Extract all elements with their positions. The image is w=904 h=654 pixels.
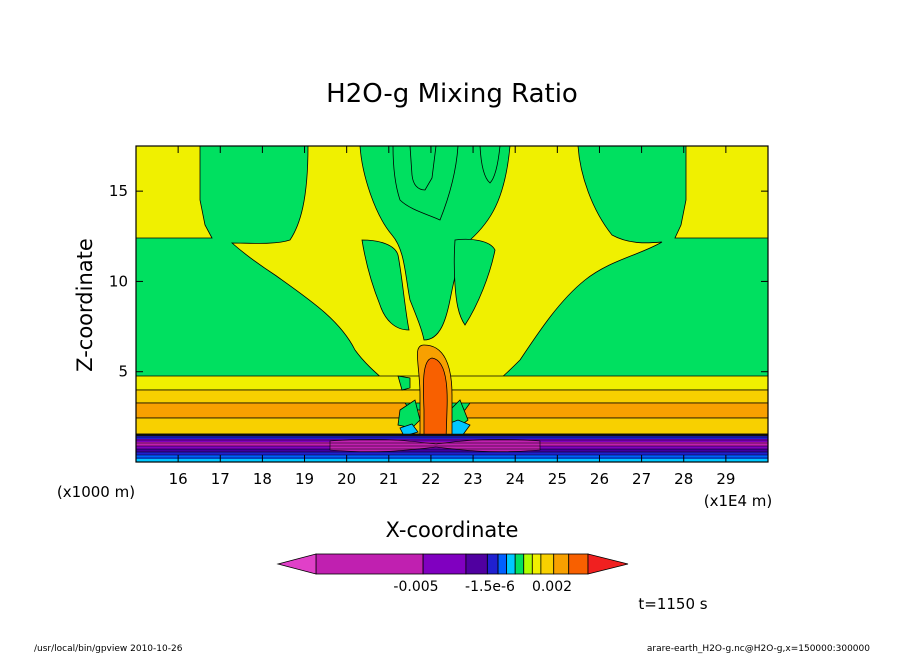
colorbar-tick-label: -0.005 <box>393 579 438 595</box>
surface-stripe-4 <box>136 449 768 452</box>
contour-regions <box>136 146 768 462</box>
x-tick-label: 23 <box>464 470 483 488</box>
x-tick-label: 25 <box>548 470 567 488</box>
x-tick-label: 20 <box>337 470 356 488</box>
y-tick-label: 10 <box>109 272 128 290</box>
patch-cyan-left <box>399 423 419 437</box>
colorbar-swatch <box>486 553 499 575</box>
surface-stripe-1 <box>136 439 768 442</box>
x-tick-label: 21 <box>379 470 398 488</box>
x-tick-label: 27 <box>632 470 651 488</box>
colorbar-swatch <box>465 553 488 575</box>
contour-field <box>136 146 768 462</box>
x-unit-label: (x1E4 m) <box>704 492 773 510</box>
x-tick-label: 29 <box>716 470 735 488</box>
colorbar-swatch <box>422 553 467 575</box>
y-tick-label: 15 <box>109 182 128 200</box>
core-inner <box>423 357 448 441</box>
x-axis-label: X-coordinate <box>386 518 519 542</box>
band-yellow <box>136 375 768 391</box>
x-tick-label: 24 <box>506 470 525 488</box>
x-tick-label: 22 <box>421 470 440 488</box>
patch-green-left <box>397 399 421 429</box>
chart-title: H2O-g Mixing Ratio <box>326 79 578 109</box>
surface-stripe-7 <box>136 459 768 462</box>
time-label: t=1150 s <box>638 595 707 613</box>
x-axis: 16 17 18 19 20 21 22 23 24 25 26 27 28 29 <box>169 146 735 488</box>
colorbar-swatch <box>315 553 424 575</box>
x-tick-label: 26 <box>590 470 609 488</box>
plume-gap-left <box>361 239 410 331</box>
y-axis: 5 10 15 <box>109 182 768 381</box>
x-tick-label: 17 <box>211 470 230 488</box>
colorbar-swatch <box>531 553 542 575</box>
plume-gap-mid <box>453 238 496 326</box>
upper-left-region <box>136 146 213 239</box>
colorbar-swatch <box>540 553 555 575</box>
colorbar: -0.005 -1.5e-6 0.002 <box>276 553 629 595</box>
colorbar-tick-label: -1.5e-6 <box>465 579 515 595</box>
colorbar-swatch <box>523 553 533 575</box>
x-tick-label: 19 <box>295 470 314 488</box>
upper-right-region <box>674 146 768 239</box>
colorbar-tick-label: 0.002 <box>532 579 572 595</box>
colorbar-swatch <box>497 553 508 575</box>
plot-frame <box>135 145 769 463</box>
colorbar-arrow-right <box>587 553 629 575</box>
colorbar-swatch <box>553 553 570 575</box>
x-tick-label: 16 <box>169 470 188 488</box>
y-tick-label: 5 <box>118 363 128 381</box>
x-tick-label: 18 <box>253 470 272 488</box>
central-plume-region <box>230 146 663 391</box>
colorbar-arrow-left <box>276 553 317 575</box>
footer-left: /usr/local/bin/gpview 2010-10-26 <box>34 644 183 654</box>
y-axis-label: Z-coordinate <box>73 238 97 372</box>
colorbar-swatch <box>514 553 525 575</box>
plume-gap-top <box>392 146 459 221</box>
surface-stripe-0 <box>136 436 768 439</box>
plume-gap-right <box>479 146 501 184</box>
surface-violet-lens <box>329 439 541 452</box>
x-tick-label: 28 <box>674 470 693 488</box>
colorbar-swatch <box>568 553 589 575</box>
colorbar-swatch <box>506 553 516 575</box>
y-unit-label: (x1000 m) <box>57 483 135 501</box>
surface-stripe-6 <box>136 455 768 459</box>
surface-stripe-5 <box>136 452 768 455</box>
patch-green-small <box>397 375 411 391</box>
footer-right: arare-earth_H2O-g.nc@H2O-g,x=150000:3000… <box>647 644 870 654</box>
